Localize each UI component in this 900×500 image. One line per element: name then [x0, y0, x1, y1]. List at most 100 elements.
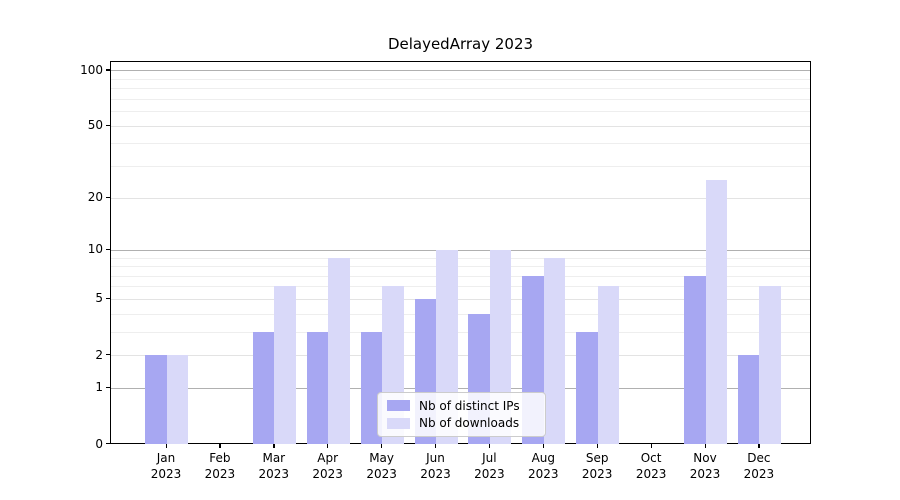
x-tick-mark	[542, 444, 545, 448]
x-tick-month: Aug	[531, 451, 556, 465]
minor-gridline	[111, 331, 810, 333]
legend-swatch-distinct-ips	[387, 400, 410, 412]
bar-distinct-ips	[360, 331, 383, 444]
y-tick-label: 10	[87, 242, 103, 257]
y-tick-mark	[106, 69, 110, 71]
y-tick-mark	[106, 248, 110, 251]
x-tick-mark	[435, 444, 437, 448]
x-tick-year: 2023	[420, 466, 451, 481]
x-tick-label: Dec 2023	[732, 451, 786, 482]
gridline	[111, 249, 810, 251]
y-tick-mark	[106, 443, 110, 445]
y-tick-label: 100	[80, 62, 103, 77]
x-tick-month: Nov	[693, 451, 717, 465]
legend-item-distinct-ips: Nb of distinct IPs	[387, 399, 536, 413]
gridline	[111, 125, 810, 127]
x-tick-year: 2023	[150, 466, 182, 481]
x-tick-year: 2023	[204, 466, 236, 481]
bar-downloads	[543, 257, 566, 444]
y-tick-mark	[106, 386, 110, 389]
y-tick-mark	[106, 354, 110, 356]
gridline	[111, 70, 810, 72]
x-tick-year: 2023	[581, 466, 613, 481]
x-tick-year: 2023	[743, 466, 775, 481]
y-tick-label: 0	[95, 436, 103, 451]
x-tick-mark	[219, 444, 221, 448]
y-tick-label: 5	[95, 291, 103, 306]
gridline	[111, 197, 810, 199]
gridline	[111, 387, 810, 389]
x-tick-label: Jul 2023	[462, 451, 516, 482]
x-tick-mark	[488, 444, 491, 448]
legend-item-downloads: Nb of downloads	[387, 416, 536, 430]
minor-gridline	[111, 111, 810, 113]
y-tick-mark	[106, 297, 110, 300]
x-tick-year: 2023	[635, 466, 667, 481]
x-tick-month: Sep	[585, 451, 609, 465]
x-tick-year: 2023	[312, 466, 343, 481]
y-tick-mark	[106, 196, 110, 198]
x-tick-month: Mar	[262, 451, 286, 465]
minor-gridline	[111, 313, 810, 315]
bar-downloads	[597, 286, 620, 444]
bar-downloads	[328, 257, 350, 444]
x-tick-year: 2023	[689, 466, 721, 481]
legend-label-distinct-ips: Nb of distinct IPs	[419, 398, 520, 413]
x-tick-mark	[704, 444, 706, 448]
x-tick-year: 2023	[258, 466, 290, 481]
x-tick-label: Sep 2023	[570, 451, 624, 482]
minor-gridline	[111, 286, 810, 288]
bar-downloads	[274, 286, 296, 444]
x-tick-mark	[381, 444, 383, 448]
x-tick-month: Jul	[482, 451, 497, 465]
x-tick-label: Nov 2023	[678, 451, 732, 482]
plot-area	[110, 61, 811, 444]
x-tick-mark	[327, 444, 329, 448]
minor-gridline	[111, 98, 810, 100]
bar-distinct-ips	[576, 331, 598, 444]
minor-gridline	[111, 88, 810, 90]
x-tick-month: Dec	[747, 451, 771, 465]
x-tick-label: Aug 2023	[516, 451, 570, 482]
gridline	[111, 355, 810, 357]
minor-gridline	[111, 143, 810, 145]
x-tick-month: Jun	[426, 451, 445, 465]
legend: Nb of distinct IPs Nb of downloads	[377, 392, 546, 437]
x-tick-month: Oct	[640, 451, 662, 465]
x-tick-label: May 2023	[355, 451, 409, 482]
x-tick-mark	[758, 444, 760, 448]
x-tick-mark	[596, 444, 598, 448]
x-tick-label: Jun 2023	[409, 451, 463, 482]
minor-gridline	[111, 275, 810, 277]
y-tick-label: 2	[95, 347, 103, 362]
x-tick-month: Jan	[156, 451, 176, 465]
x-tick-year: 2023	[528, 466, 559, 481]
x-tick-label: Feb 2023	[193, 451, 247, 482]
chart-title: DelayedArray 2023	[387, 35, 534, 53]
bar-distinct-ips	[306, 331, 329, 444]
x-tick-label: Jan 2023	[139, 451, 193, 482]
minor-gridline	[111, 266, 810, 268]
bar-downloads	[705, 180, 727, 444]
x-tick-mark	[165, 444, 167, 448]
bar-distinct-ips	[145, 355, 167, 444]
bar-distinct-ips	[737, 355, 760, 444]
gridline	[111, 298, 810, 300]
y-tick-label: 20	[87, 190, 103, 205]
x-tick-mark	[650, 444, 652, 448]
minor-gridline	[111, 78, 810, 80]
x-tick-label: Apr 2023	[301, 451, 355, 482]
x-tick-label: Oct 2023	[624, 451, 678, 482]
y-tick-label: 50	[87, 118, 103, 133]
x-tick-month: May	[369, 451, 394, 465]
x-tick-month: Feb	[209, 451, 231, 465]
bar-distinct-ips	[252, 331, 275, 444]
x-tick-year: 2023	[366, 466, 397, 481]
x-tick-year: 2023	[474, 466, 505, 481]
y-tick-label: 1	[95, 380, 103, 395]
legend-swatch-downloads	[387, 417, 410, 429]
x-tick-month: Apr	[317, 451, 339, 465]
y-tick-mark	[106, 124, 110, 126]
bar-downloads	[759, 286, 781, 444]
